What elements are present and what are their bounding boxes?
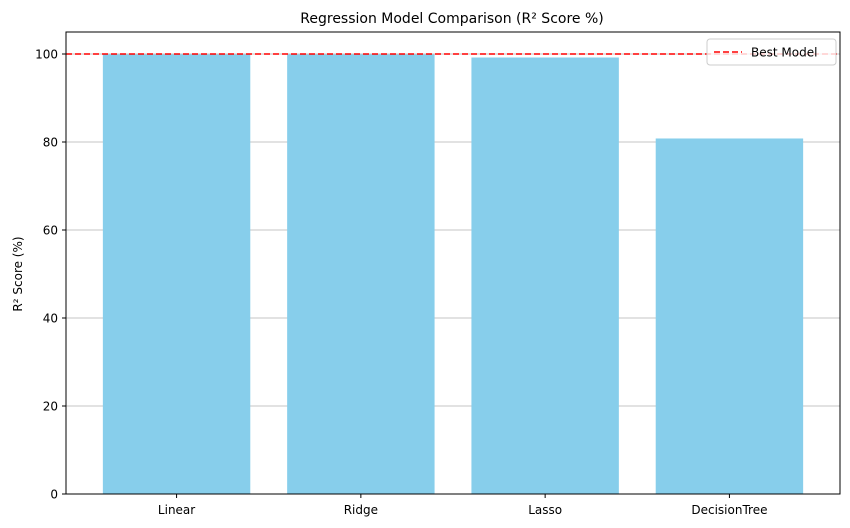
- y-axis-ticks: 0 20 40 60 80 100: [35, 48, 66, 502]
- x-axis-ticks: Linear Ridge Lasso DecisionTree: [158, 494, 767, 517]
- y-tick-label: 40: [43, 312, 58, 326]
- bar-decisiontree: [655, 138, 804, 495]
- legend-box: [706, 38, 837, 66]
- y-tick-label: 80: [43, 136, 58, 150]
- y-tick-label: 60: [43, 224, 58, 238]
- bar-lasso: [471, 57, 619, 495]
- y-axis-title: R² Score (%): [11, 236, 25, 311]
- x-tick-label: DecisionTree: [691, 503, 767, 517]
- y-tick-label: 0: [50, 488, 58, 502]
- x-tick-label: Lasso: [528, 503, 562, 517]
- legend-label: Best Model: [751, 46, 817, 60]
- x-tick-label: Linear: [158, 503, 195, 517]
- y-tick-label: 100: [35, 48, 58, 62]
- bars: [102, 54, 804, 495]
- x-tick-label: Ridge: [344, 503, 378, 517]
- y-tick-label: 20: [43, 400, 58, 414]
- bar-ridge: [287, 54, 435, 494]
- plot-frame: [65, 31, 841, 495]
- chart-title: Regression Model Comparison (R² Score %): [300, 11, 603, 27]
- bar-linear: [102, 54, 251, 494]
- legend: Best Model: [706, 38, 837, 66]
